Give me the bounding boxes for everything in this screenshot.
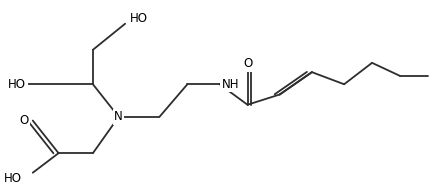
Text: HO: HO: [8, 78, 26, 91]
Text: N: N: [114, 110, 123, 123]
Text: HO: HO: [4, 172, 22, 185]
Text: HO: HO: [129, 12, 147, 25]
Text: O: O: [19, 114, 29, 127]
Text: O: O: [243, 57, 252, 70]
Text: NH: NH: [222, 78, 239, 91]
